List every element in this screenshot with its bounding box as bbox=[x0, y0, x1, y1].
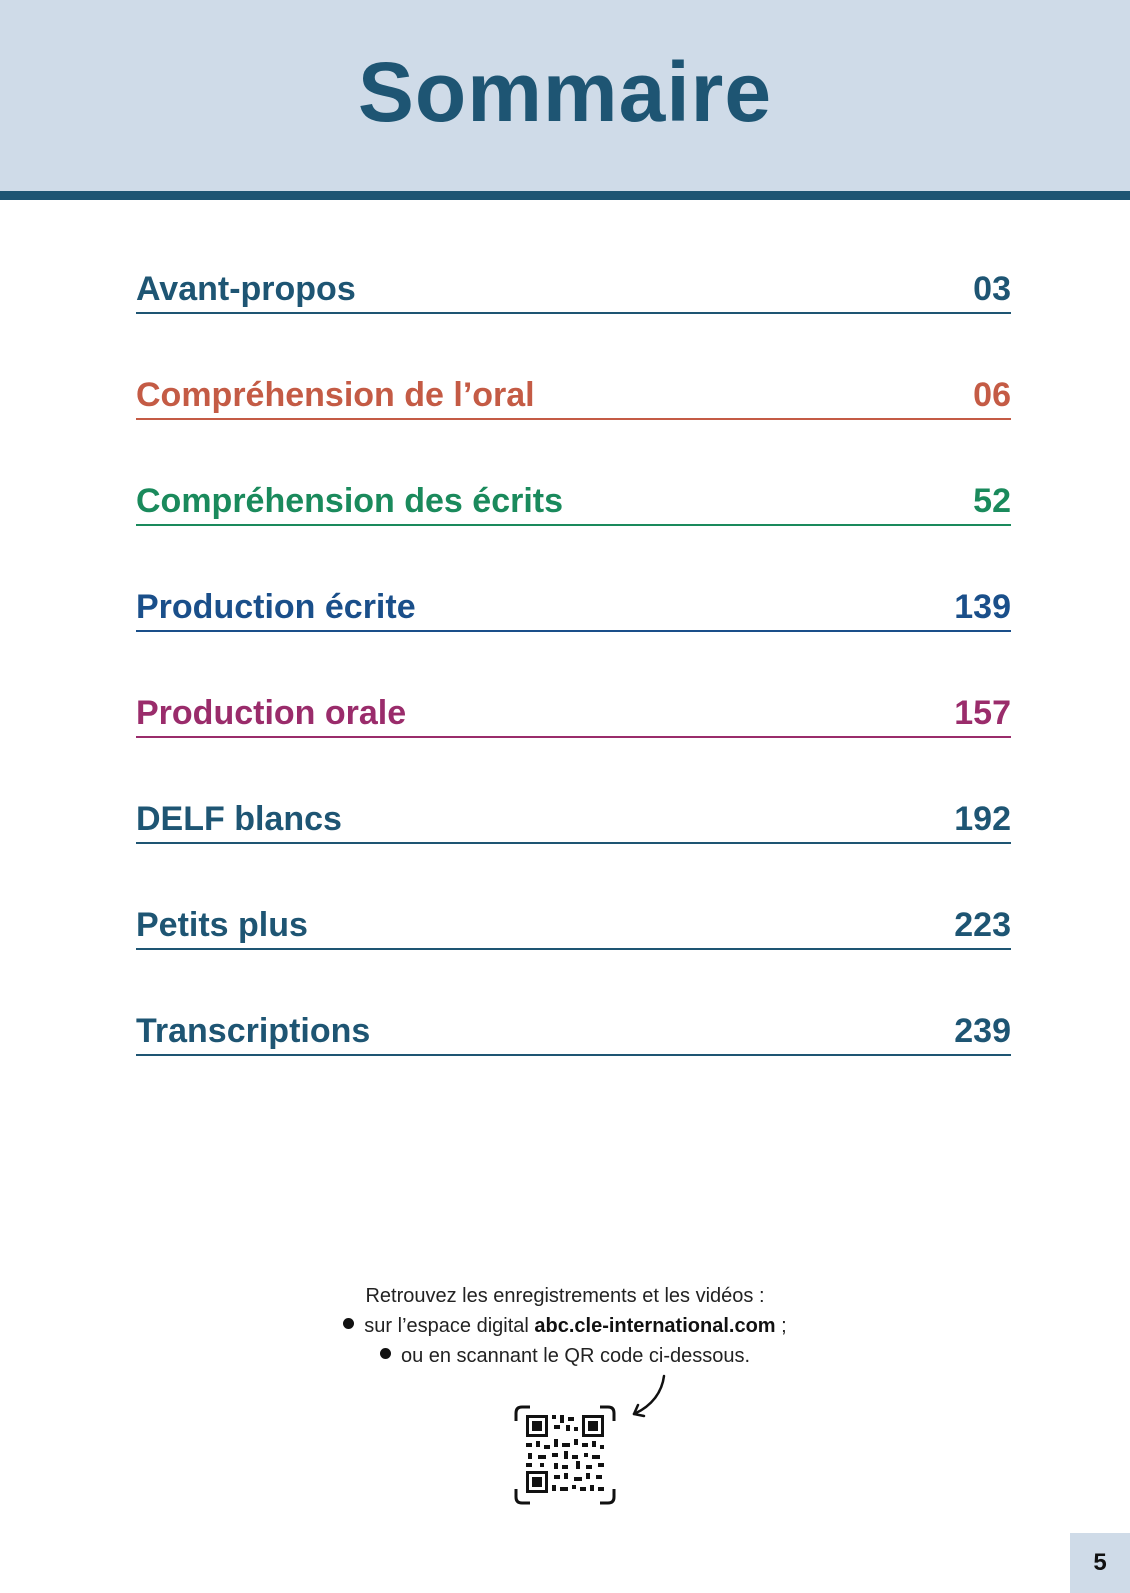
resources-bullet-digital: sur l’espace digital abc.cle-internation… bbox=[0, 1311, 1130, 1341]
toc-page-number: 03 bbox=[973, 270, 1011, 308]
toc-entry-comprehension-oral[interactable]: Compréhension de l’oral 06 bbox=[136, 364, 1011, 420]
toc-entry-delf-blancs[interactable]: DELF blancs 192 bbox=[136, 788, 1011, 844]
qr-code-icon[interactable] bbox=[514, 1405, 616, 1505]
page-number: 5 bbox=[1070, 1533, 1130, 1593]
toc-page-number: 52 bbox=[973, 482, 1011, 520]
toc-entry-production-orale[interactable]: Production orale 157 bbox=[136, 682, 1011, 738]
toc-page-number: 239 bbox=[954, 1012, 1011, 1050]
bullet-text: sur l’espace digital bbox=[364, 1315, 535, 1337]
toc-page-number: 192 bbox=[954, 800, 1011, 838]
toc-page-number: 223 bbox=[954, 906, 1011, 944]
toc-label: Compréhension de l’oral bbox=[136, 376, 535, 414]
toc-label: DELF blancs bbox=[136, 800, 342, 838]
toc-page-number: 06 bbox=[973, 376, 1011, 414]
bullet-text: ou en scannant le QR code ci-dessous. bbox=[400, 1345, 751, 1367]
bullet-icon bbox=[379, 1348, 391, 1359]
resources-note: Retrouvez les enregistrements et les vid… bbox=[0, 1281, 1130, 1371]
resources-intro: Retrouvez les enregistrements et les vid… bbox=[365, 1285, 765, 1307]
curved-arrow-icon bbox=[632, 1374, 666, 1418]
toc-label: Production orale bbox=[136, 694, 407, 732]
bullet-icon bbox=[343, 1318, 355, 1329]
toc-entry-transcriptions[interactable]: Transcriptions 239 bbox=[136, 1000, 1011, 1056]
toc-entry-avant-propos[interactable]: Avant-propos 03 bbox=[136, 258, 1011, 314]
header-band: Sommaire bbox=[0, 0, 1130, 200]
toc-page-number: 157 bbox=[954, 694, 1011, 732]
bullet-suffix: ; bbox=[775, 1315, 787, 1337]
toc-label: Production écrite bbox=[136, 588, 416, 626]
toc-label: Avant-propos bbox=[136, 270, 356, 308]
toc-label: Compréhension des écrits bbox=[136, 482, 564, 520]
digital-space-link[interactable]: abc.cle-international.com bbox=[534, 1315, 776, 1337]
toc-label: Petits plus bbox=[136, 906, 308, 944]
table-of-contents: Avant-propos 03 Compréhension de l’oral … bbox=[136, 258, 1011, 1106]
page-title: Sommaire bbox=[357, 45, 773, 139]
resources-bullet-qr: ou en scannant le QR code ci-dessous. bbox=[0, 1341, 1130, 1371]
toc-entry-comprehension-ecrits[interactable]: Compréhension des écrits 52 bbox=[136, 470, 1011, 526]
toc-page-number: 139 bbox=[954, 588, 1011, 626]
toc-label: Transcriptions bbox=[136, 1012, 371, 1050]
toc-entry-petits-plus[interactable]: Petits plus 223 bbox=[136, 894, 1011, 950]
toc-entry-production-ecrite[interactable]: Production écrite 139 bbox=[136, 576, 1011, 632]
